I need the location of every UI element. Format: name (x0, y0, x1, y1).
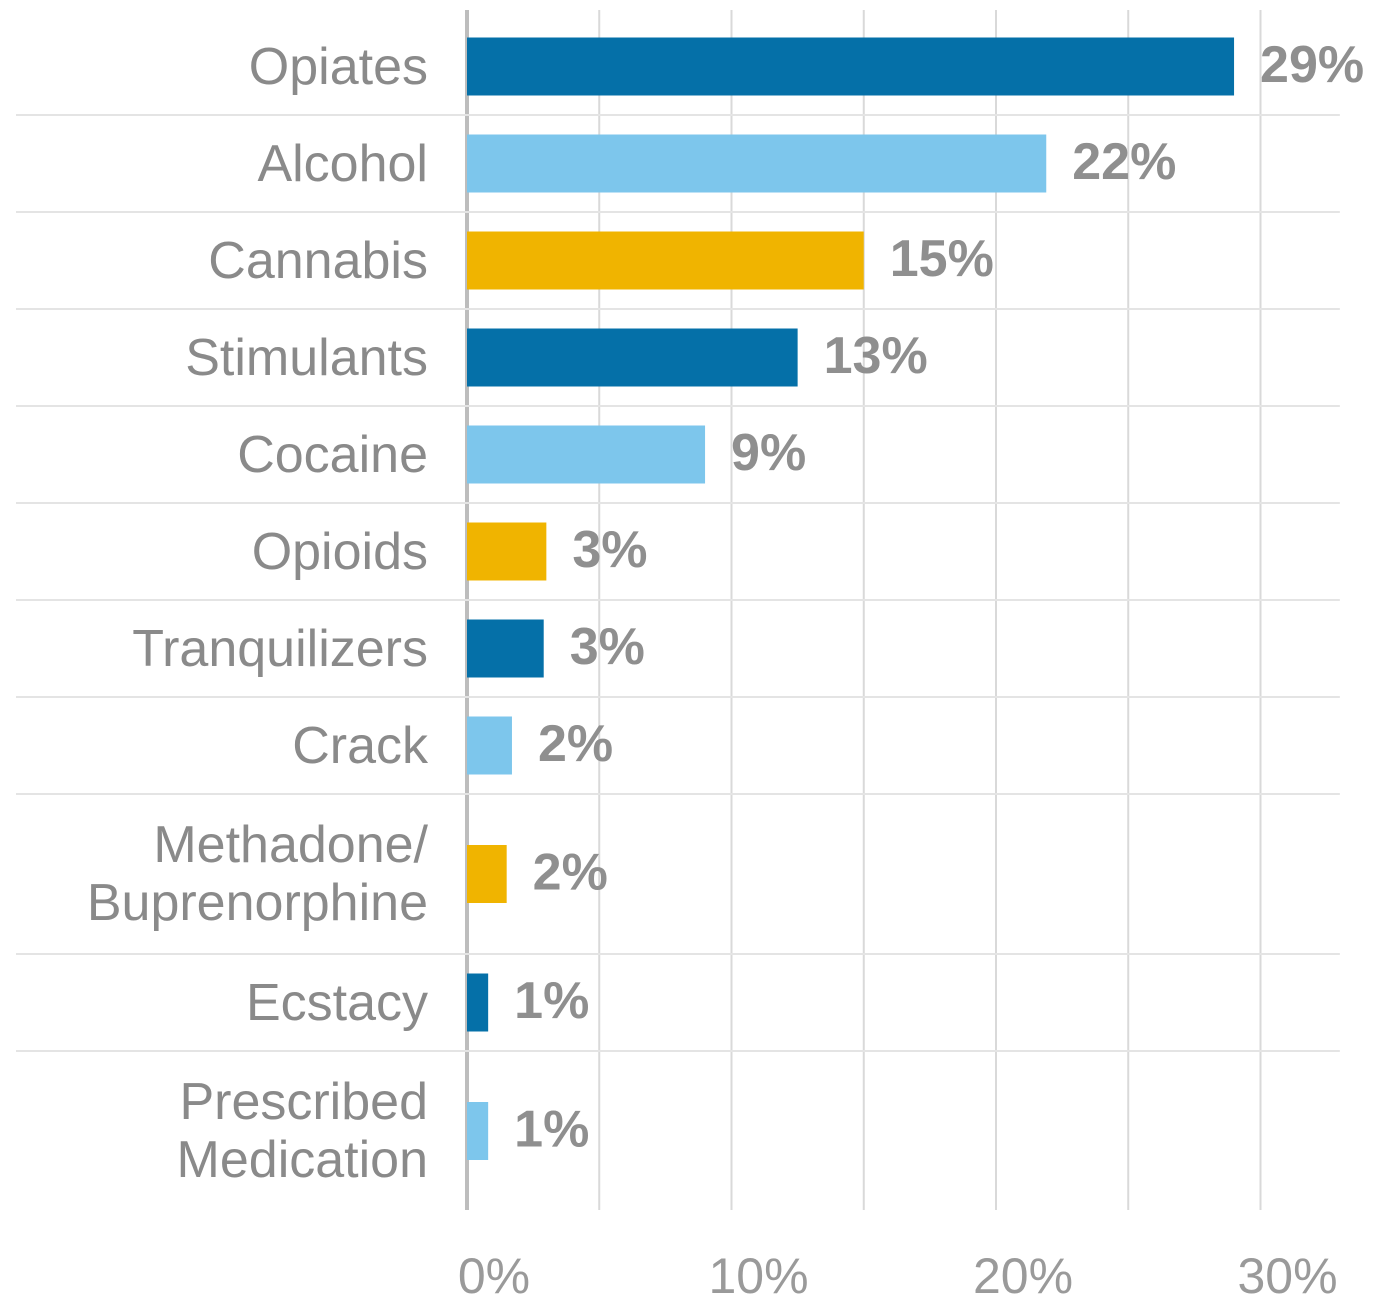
value-label: 2% (533, 844, 608, 902)
category-label: Prescribed Medication (176, 1073, 428, 1189)
bar (467, 619, 544, 678)
bar (467, 134, 1047, 193)
value-label: 1% (514, 1101, 589, 1159)
x-tick-label: 10% (708, 1248, 808, 1304)
value-label: 3% (572, 521, 647, 579)
bar (467, 425, 706, 484)
x-tick-label: 20% (973, 1248, 1073, 1304)
bar (467, 973, 489, 1032)
bar (467, 522, 547, 581)
bar (467, 716, 512, 775)
category-label: Ecstacy (245, 973, 428, 1032)
value-label: 13% (824, 327, 928, 385)
bar (467, 845, 507, 903)
category-label: Cocaine (237, 425, 428, 484)
category-label: Alcohol (257, 134, 428, 193)
category-label: Cannabis (208, 231, 428, 290)
value-label: 22% (1072, 133, 1176, 191)
x-tick-label: 0% (458, 1248, 530, 1304)
bar (467, 1102, 489, 1160)
value-label: 3% (570, 618, 645, 676)
category-label: Methadone/ Buprenorphine (86, 816, 428, 932)
category-label: Crack (292, 716, 428, 775)
x-tick-label: 30% (1237, 1248, 1337, 1304)
category-label: Opiates (248, 37, 428, 96)
value-label: 29% (1260, 36, 1364, 94)
bar (467, 328, 798, 387)
category-label: Stimulants (185, 328, 428, 387)
value-label: 1% (514, 972, 589, 1030)
bar (467, 37, 1235, 96)
value-label: 15% (890, 230, 994, 288)
value-label: 9% (731, 424, 806, 482)
category-label: Tranquilizers (132, 619, 428, 678)
value-label: 2% (538, 715, 613, 773)
bar (467, 231, 864, 290)
category-label: Opioids (251, 522, 428, 581)
